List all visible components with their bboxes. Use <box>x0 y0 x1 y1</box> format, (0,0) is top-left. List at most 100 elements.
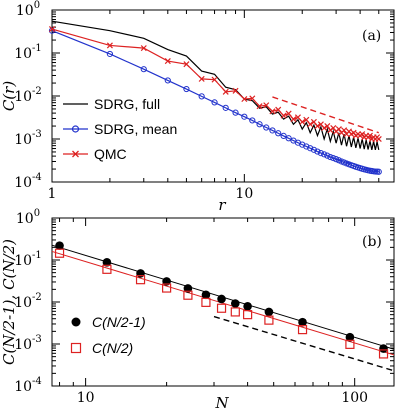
data-point-c-n-2 <box>345 339 355 349</box>
data-point-qmc <box>241 96 248 103</box>
y-tick-label: 10-2 <box>14 86 42 105</box>
y-tick-exponent: -1 <box>32 43 42 54</box>
data-point-c-n-2-1 <box>264 307 274 317</box>
legend-a: SDRG, full SDRG, mean QMC <box>63 96 177 162</box>
data-point-sdrg-mean <box>333 156 340 163</box>
data-point-sdrg-mean <box>140 66 147 73</box>
data-point-sdrg-mean <box>256 121 263 128</box>
legend-item-sdrg-mean: SDRG, mean <box>63 121 177 137</box>
data-point-qmc <box>211 76 218 83</box>
y-tick-label: 10-1 <box>14 43 42 62</box>
data-point-sdrg-mean <box>324 152 331 159</box>
data-point-sdrg-mean <box>321 151 328 158</box>
panel-b: 10 100 10-4 10-3 10-2 10-1 100 (b) N C(N/2-1),… <box>0 208 395 412</box>
data-point-qmc <box>314 123 321 130</box>
data-point-qmc <box>222 88 229 95</box>
legend-label-sdrg-full: SDRG, full <box>94 96 160 112</box>
data-point-c-n-2-1 <box>183 284 193 293</box>
x-axis-label-b: N <box>214 394 229 412</box>
series-b <box>54 241 389 359</box>
data-point-sdrg-mean <box>241 113 248 120</box>
y-tick-exponent: 0 <box>34 0 40 11</box>
legend-label-c-n2: C(N/2) <box>92 340 133 356</box>
data-point-qmc <box>307 121 314 128</box>
legend-marker-sdrg-mean <box>71 125 80 133</box>
y-tick-exponent: -4 <box>32 172 42 183</box>
reference-lines-b <box>213 315 395 372</box>
data-point-qmc <box>285 110 292 117</box>
data-point-sdrg-mean <box>327 153 334 161</box>
data-point-c-n-2 <box>162 283 172 293</box>
data-point-qmc <box>366 132 373 139</box>
data-point-qmc <box>324 123 331 130</box>
y-tick-label: 10-1 <box>14 250 42 269</box>
legend-label-c-n2-1: C(N/2-1) <box>92 314 146 330</box>
y-tick-label: 10-2 <box>14 292 42 311</box>
y-tick-label: 100 <box>16 208 40 227</box>
data-point-sdrg-mean <box>269 127 276 134</box>
y-tick-exponent: -2 <box>32 86 42 97</box>
data-point-c-n-2 <box>183 290 193 300</box>
data-point-qmc <box>140 45 147 52</box>
data-point-c-n-2 <box>264 315 274 325</box>
data-point-qmc <box>321 124 328 132</box>
x-axis-label-a: r <box>218 196 226 214</box>
y-tick-exponent: -1 <box>32 250 42 261</box>
data-point-sdrg-mean <box>183 85 190 93</box>
y-tick-label: 100 <box>16 0 40 19</box>
data-point-qmc <box>359 131 366 138</box>
panel-label-a: (a) <box>362 28 381 44</box>
data-point-sdrg-mean <box>275 130 282 137</box>
data-point-sdrg-mean <box>249 117 256 124</box>
legend-label-qmc: QMC <box>94 146 127 162</box>
panel-label-b: (b) <box>362 234 382 250</box>
data-point-qmc <box>106 42 113 49</box>
data-point-qmc <box>280 112 287 119</box>
data-point-sdrg-mean <box>263 124 270 131</box>
data-point-qmc <box>269 108 276 115</box>
y-tick-exponent: -3 <box>32 129 42 140</box>
data-point-qmc <box>294 114 301 121</box>
data-point-sdrg-mean <box>106 50 113 58</box>
data-point-sdrg-mean <box>164 77 171 84</box>
y-tick-exponent: -2 <box>32 292 42 303</box>
data-point-qmc <box>275 106 282 113</box>
data-point-sdrg-mean <box>310 146 318 153</box>
data-point-c-n-2-1 <box>136 269 145 278</box>
data-point-c-n-2-1 <box>298 317 307 327</box>
data-point-qmc <box>232 87 239 94</box>
x-tick-label: 100 <box>341 390 368 406</box>
data-point-sdrg-mean <box>222 104 229 111</box>
data-point-sdrg-mean <box>303 143 310 150</box>
legend-label-sdrg-mean: SDRG, mean <box>94 121 177 137</box>
x-tick-label: 1 <box>48 186 57 202</box>
data-point-qmc <box>335 126 342 133</box>
legend-marker-c-n2 <box>70 342 82 354</box>
data-point-c-n-2 <box>378 349 389 359</box>
x-tick-label: 10 <box>77 390 95 406</box>
data-point-c-n-2 <box>243 310 253 320</box>
data-point-sdrg-mean <box>314 148 321 155</box>
data-point-qmc <box>375 135 382 143</box>
ticks-b: 10 100 10-4 10-3 10-2 10-1 100 <box>14 208 394 406</box>
reference-line-0 <box>272 96 379 134</box>
data-point-sdrg-mean <box>280 132 287 140</box>
data-point-c-n-2-1 <box>217 294 226 304</box>
series-a <box>48 20 382 175</box>
data-point-qmc <box>198 75 205 82</box>
data-point-c-n-2 <box>201 297 211 307</box>
legend-item-qmc: QMC <box>63 146 127 162</box>
data-point-sdrg-mean <box>198 93 205 100</box>
data-point-qmc <box>164 58 171 65</box>
data-point-qmc <box>299 118 306 125</box>
panel-a: 1 10 10-4 10-3 10-2 10-1 100 (a) r C(r) SDRG, … <box>0 0 395 214</box>
data-point-c-n-2-1 <box>243 301 252 311</box>
y-tick-exponent: 0 <box>34 208 40 219</box>
series-line-sdrg-full <box>51 20 380 150</box>
y-tick-label: 10-4 <box>14 172 42 191</box>
data-point-qmc <box>256 103 263 110</box>
data-point-sdrg-mean <box>232 109 239 116</box>
data-point-sdrg-mean <box>285 135 292 142</box>
legend-marker-c-n2-1 <box>71 317 81 327</box>
